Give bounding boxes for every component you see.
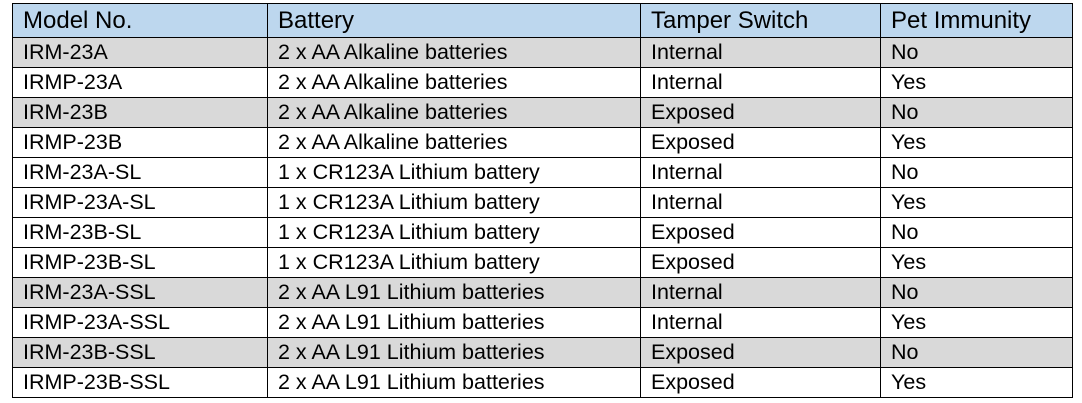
cell-battery: 2 x AA Alkaline batteries [267,127,641,158]
cell-tamper-switch: Internal [640,67,881,98]
header-pet-immunity: Pet Immunity [880,3,1073,38]
cell-tamper-switch: Exposed [640,127,881,158]
cell-battery: 2 x AA L91 Lithium batteries [267,307,641,338]
cell-battery: 2 x AA L91 Lithium batteries [267,277,641,308]
table-row: IRM-23A-SL 1 x CR123A Lithium battery Inte… [12,157,1073,188]
table-row: IRM-23B-SL 1 x CR123A Lithium battery Expo… [12,217,1073,248]
cell-pet-immunity: Yes [880,367,1073,398]
cell-model-no: IRMP-23A [12,67,268,98]
cell-battery: 1 x CR123A Lithium battery [267,247,641,278]
table-row: IRMP-23B 2 x AA Alkaline batteries Exposed… [12,127,1073,158]
cell-tamper-switch: Internal [640,37,881,68]
cell-tamper-switch: Exposed [640,97,881,128]
table-row: IRM-23B 2 x AA Alkaline batteries Exposed N… [12,97,1073,128]
header-battery: Battery [267,3,641,38]
table-row: IRMP-23A-SL 1 x CR123A Lithium battery Int… [12,187,1073,218]
cell-model-no: IRM-23B-SSL [12,337,268,368]
cell-tamper-switch: Exposed [640,337,881,368]
cell-pet-immunity: Yes [880,67,1073,98]
cell-model-no: IRM-23A-SL [12,157,268,188]
cell-model-no: IRMP-23B-SSL [12,367,268,398]
header-model-no: Model No. [12,3,268,38]
cell-tamper-switch: Internal [640,157,881,188]
cell-pet-immunity: No [880,97,1073,128]
cell-battery: 2 x AA Alkaline batteries [267,37,641,68]
table-header: Model No. Battery Tamper Switch Pet Immu… [12,3,1073,38]
table-row: IRMP-23B-SSL 2 x AA L91 Lithium batteries… [12,367,1073,398]
cell-tamper-switch: Internal [640,307,881,338]
cell-battery: 1 x CR123A Lithium battery [267,187,641,218]
cell-battery: 2 x AA Alkaline batteries [267,67,641,98]
cell-pet-immunity: No [880,277,1073,308]
cell-model-no: IRMP-23A-SL [12,187,268,218]
cell-tamper-switch: Internal [640,187,881,218]
cell-battery: 1 x CR123A Lithium battery [267,217,641,248]
table-body: IRM-23A 2 x AA Alkaline batteries Internal… [12,37,1073,398]
cell-battery: 2 x AA L91 Lithium batteries [267,367,641,398]
cell-model-no: IRM-23A-SSL [12,277,268,308]
cell-battery: 2 x AA Alkaline batteries [267,97,641,128]
cell-model-no: IRM-23B-SL [12,217,268,248]
cell-model-no: IRMP-23B [12,127,268,158]
table-row: IRM-23A 2 x AA Alkaline batteries Internal… [12,37,1073,68]
cell-battery: 1 x CR123A Lithium battery [267,157,641,188]
cell-tamper-switch: Exposed [640,217,881,248]
cell-pet-immunity: Yes [880,247,1073,278]
model-spec-table: Model No. Battery Tamper Switch Pet Immu… [12,3,1073,398]
cell-pet-immunity: No [880,217,1073,248]
cell-battery: 2 x AA L91 Lithium batteries [267,337,641,368]
header-tamper-switch: Tamper Switch [640,3,881,38]
cell-tamper-switch: Exposed [640,367,881,398]
table-row: IRMP-23A 2 x AA Alkaline batteries Interna… [12,67,1073,98]
table-row: IRMP-23A-SSL 2 x AA L91 Lithium batteries… [12,307,1073,338]
table-row: IRM-23A-SSL 2 x AA L91 Lithium batteries I… [12,277,1073,308]
cell-tamper-switch: Internal [640,277,881,308]
cell-pet-immunity: No [880,157,1073,188]
cell-model-no: IRMP-23B-SL [12,247,268,278]
cell-pet-immunity: No [880,337,1073,368]
cell-model-no: IRM-23B [12,97,268,128]
cell-pet-immunity: Yes [880,307,1073,338]
header-row: Model No. Battery Tamper Switch Pet Immu… [12,3,1073,38]
cell-pet-immunity: No [880,37,1073,68]
cell-pet-immunity: Yes [880,127,1073,158]
table-row: IRMP-23B-SL 1 x CR123A Lithium battery Exp… [12,247,1073,278]
cell-tamper-switch: Exposed [640,247,881,278]
cell-pet-immunity: Yes [880,187,1073,218]
table-row: IRM-23B-SSL 2 x AA L91 Lithium batteries E… [12,337,1073,368]
cell-model-no: IRMP-23A-SSL [12,307,268,338]
cell-model-no: IRM-23A [12,37,268,68]
